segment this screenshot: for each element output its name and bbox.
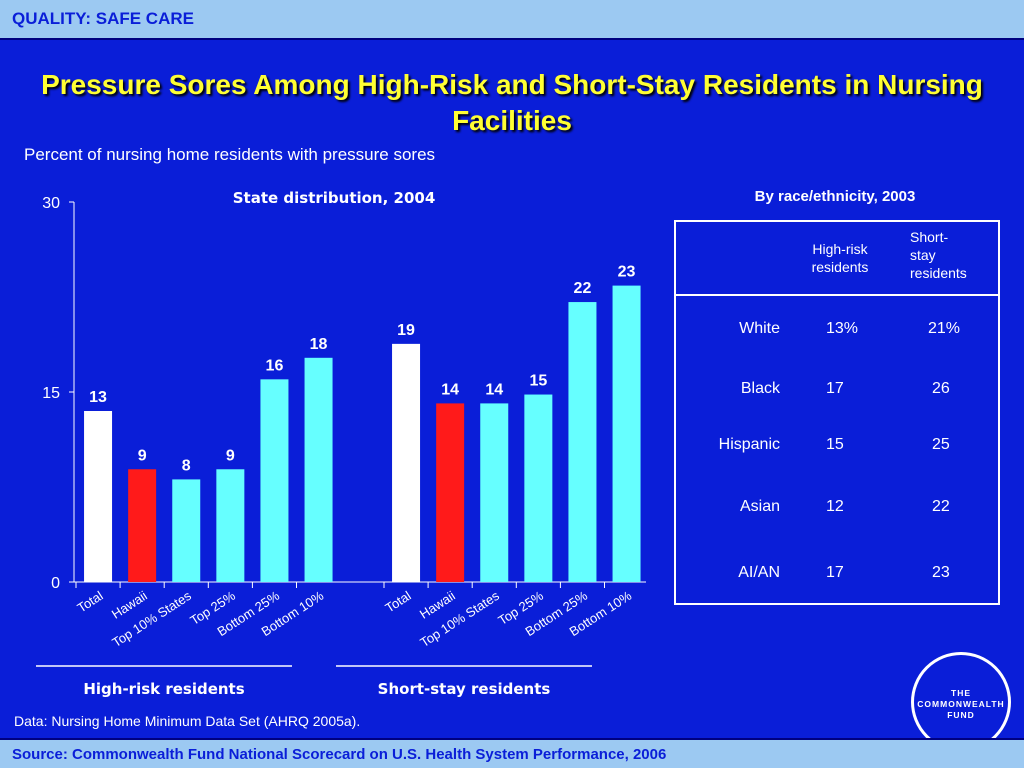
col-header-short-stay-line1: Short- <box>910 229 949 245</box>
x-tick-label: Top 10% States <box>109 588 194 650</box>
y-tick-label: 30 <box>42 195 60 212</box>
bar <box>568 302 597 582</box>
cell-high-risk: 12 <box>826 498 844 515</box>
row-label: Hispanic <box>718 436 780 453</box>
data-label: 19 <box>397 322 415 339</box>
commonwealth-fund-logo: THE COMMONWEALTH FUND <box>911 652 1011 752</box>
col-header-short-stay-line2: stay <box>910 247 936 263</box>
cell-high-risk: 17 <box>826 380 844 397</box>
slide-title: Pressure Sores Among High-Risk and Short… <box>41 69 983 136</box>
data-label: 23 <box>618 264 636 281</box>
data-label: 16 <box>266 357 284 374</box>
y-tick-label: 0 <box>51 575 60 592</box>
col-header-short-stay: Short- stay residents <box>910 228 990 282</box>
cell-high-risk: 13% <box>826 320 859 337</box>
bar <box>612 285 641 582</box>
cell-short-stay: 26 <box>932 380 950 397</box>
bar <box>172 479 201 582</box>
col-header-short-stay-line3: residents <box>910 265 967 281</box>
header-bar: QUALITY: SAFE CARE <box>0 0 1024 40</box>
logo-line: FUND <box>947 710 975 720</box>
col-header-high-risk-line2: residents <box>811 259 869 275</box>
source-note: Source: Commonwealth Fund National Score… <box>12 746 667 763</box>
header-label: QUALITY: SAFE CARE <box>12 9 194 28</box>
slide-subtitle: Percent of nursing home residents with p… <box>24 145 436 164</box>
data-label: 18 <box>310 336 328 353</box>
chart-title: State distribution, 2004 <box>233 189 436 207</box>
x-tick-label: Total <box>382 588 413 616</box>
data-label: 22 <box>574 280 592 297</box>
col-header-high-risk-line1: High-risk <box>812 241 868 257</box>
cell-high-risk: 15 <box>826 436 844 453</box>
x-tick-label: Top 10% States <box>417 588 502 650</box>
y-tick-label: 15 <box>42 385 60 402</box>
cell-short-stay: 22 <box>932 498 950 515</box>
bar-chart: State distribution, 20040153013Total9Haw… <box>36 189 646 698</box>
table-header-rule <box>676 294 998 296</box>
data-label: 14 <box>485 381 503 398</box>
bar <box>216 469 245 582</box>
bar <box>524 394 553 582</box>
logo-line: THE <box>951 688 971 698</box>
data-label: 14 <box>441 381 459 398</box>
group-label: High-risk residents <box>83 680 244 698</box>
group-label: Short-stay residents <box>378 680 551 698</box>
row-label: Black <box>740 380 780 397</box>
bar <box>480 403 509 582</box>
logo-line: COMMONWEALTH <box>917 699 1005 709</box>
bar <box>392 343 421 582</box>
cell-short-stay: 23 <box>932 564 950 581</box>
row-label: AI/AN <box>738 564 780 581</box>
data-label: 9 <box>138 447 147 464</box>
bar <box>84 411 113 582</box>
bar <box>260 379 289 582</box>
row-label: Asian <box>739 498 780 515</box>
logo-text: THE COMMONWEALTH FUND <box>914 688 1008 721</box>
bar <box>128 469 157 582</box>
data-label: 13 <box>89 389 107 406</box>
cell-high-risk: 17 <box>826 564 844 581</box>
data-label: 8 <box>182 457 191 474</box>
data-label: 9 <box>226 447 235 464</box>
data-label: 15 <box>529 373 547 390</box>
cell-short-stay: 25 <box>932 436 950 453</box>
col-header-high-risk: High-risk residents <box>800 240 880 276</box>
table-title: By race/ethnicity, 2003 <box>754 188 916 205</box>
bar <box>436 403 465 582</box>
race-ethnicity-table: High-risk residents Short- stay resident… <box>674 220 1000 605</box>
footer-bar: Source: Commonwealth Fund National Score… <box>0 738 1024 768</box>
bar <box>304 357 333 582</box>
data-note: Data: Nursing Home Minimum Data Set (AHR… <box>14 713 361 729</box>
x-tick-label: Total <box>74 588 105 616</box>
cell-short-stay: 21% <box>928 320 961 337</box>
row-label: White <box>739 320 780 337</box>
